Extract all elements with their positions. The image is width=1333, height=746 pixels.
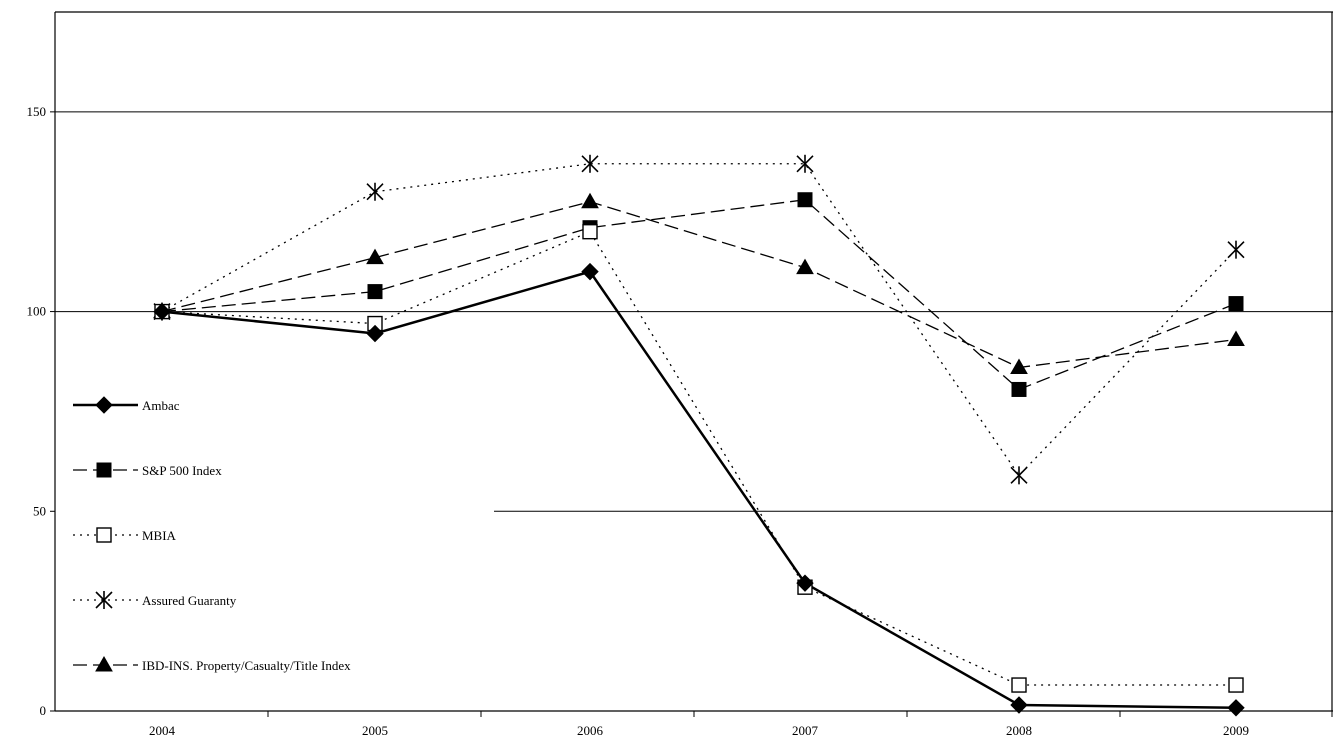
marker-series-1-point-3: [797, 192, 813, 208]
marker-series-4-point-3: [796, 258, 814, 275]
x-tick-label: 2008: [1006, 723, 1032, 738]
series-line-3: [161, 163, 1237, 477]
marker-series-2-point-4: [1011, 677, 1027, 693]
marker-series-0-point-4: [1010, 696, 1028, 714]
series-line-4: [161, 201, 1237, 369]
marker-series-3-point-2: [581, 154, 599, 173]
marker-series-3-point-5: [1227, 240, 1245, 259]
marker-series-0-point-3: [796, 574, 814, 592]
legend-marker: [96, 462, 112, 478]
legend: Ambac S&P 500 Index MBIA Assured Guaranty IB…: [73, 396, 351, 673]
legend-item: Assured Guaranty: [73, 591, 237, 609]
series-line-1: [161, 199, 1237, 391]
y-tick-label: 50: [33, 503, 46, 518]
marker-series-1-point-4: [1011, 381, 1027, 397]
marker-series-4-point-4: [1010, 358, 1028, 374]
legend-item: S&P 500 Index: [73, 462, 222, 478]
marker-series-0-point-1: [366, 324, 384, 343]
y-tick-label: 100: [27, 304, 47, 319]
legend-label: IBD-INS. Property/Casualty/Title Index: [142, 658, 351, 673]
legend-label: S&P 500 Index: [142, 463, 222, 478]
marker-series-3-point-4: [1010, 466, 1028, 485]
marker-series-0-point-5: [1227, 699, 1245, 717]
legend-marker: [96, 527, 112, 543]
gridlines: [55, 111, 1333, 512]
marker-series-3-point-1: [366, 182, 384, 201]
marker-series-1-point-1: [367, 284, 383, 300]
marker-series-4-point-1: [366, 248, 384, 265]
x-tick-labels: 2004 2005 2006 2007 2008 2009: [149, 723, 1249, 738]
legend-item: MBIA: [73, 527, 177, 543]
axes: [50, 11, 1333, 717]
series-line-2: [161, 230, 1236, 686]
legend-marker: [95, 591, 113, 609]
marker-series-3-point-3: [796, 154, 814, 173]
x-tick-label: 2004: [149, 723, 176, 738]
x-tick-label: 2006: [577, 723, 604, 738]
marker-series-0-point-0: [153, 302, 171, 321]
marker-series-0-point-2: [581, 262, 599, 281]
y-tick-label: 0: [40, 703, 47, 718]
legend-marker: [95, 655, 113, 672]
legend-label: Ambac: [142, 398, 180, 413]
marker-series-2-point-5: [1228, 677, 1244, 693]
x-tick-label: 2007: [792, 723, 819, 738]
marker-series-2-point-2: [582, 223, 598, 240]
series-line-0: [161, 270, 1237, 710]
x-tick-label: 2009: [1223, 723, 1249, 738]
series-markers: [153, 154, 1245, 717]
marker-series-1-point-5: [1228, 296, 1244, 312]
y-tick-labels: 0 50 100 150: [27, 104, 47, 718]
legend-marker: [95, 396, 113, 414]
legend-item: Ambac: [73, 396, 180, 414]
legend-label: Assured Guaranty: [142, 593, 237, 608]
x-tick-label: 2005: [362, 723, 388, 738]
legend-label: MBIA: [142, 528, 177, 543]
marker-series-4-point-5: [1227, 330, 1245, 347]
marker-series-4-point-2: [581, 192, 599, 209]
y-tick-label: 150: [27, 104, 47, 119]
legend-item: IBD-INS. Property/Casualty/Title Index: [73, 655, 351, 673]
series-lines: [161, 163, 1237, 710]
